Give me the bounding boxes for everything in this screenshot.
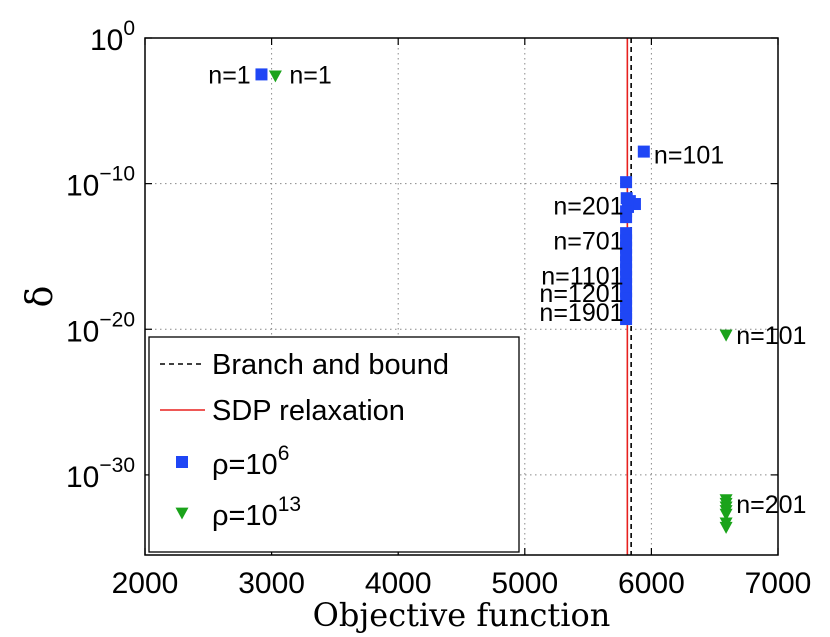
point-annotation: n=1	[289, 61, 331, 89]
y-tick-label: 10−20	[66, 308, 135, 348]
point-annotation: n=201	[553, 192, 623, 220]
x-tick-label: 5000	[491, 567, 558, 600]
point-annotation: n=1101	[541, 262, 623, 290]
y-axis-label: δ	[20, 286, 61, 308]
legend-label: ρ=106	[212, 442, 289, 481]
legend-square-marker	[176, 456, 188, 468]
point-annotation: n=1	[208, 61, 250, 89]
rho-1e13-point	[719, 521, 733, 534]
data-points	[255, 68, 733, 534]
point-annotation: n=1201	[539, 280, 623, 308]
rho-1e6-point	[620, 176, 633, 189]
x-tick-label: 2000	[112, 567, 179, 600]
y-tick-label: 100	[90, 17, 135, 57]
plot-frame	[144, 37, 779, 556]
x-tick-label: 4000	[365, 567, 432, 600]
point-annotation: n=101	[736, 322, 806, 350]
axis-ticks: 2000 3000 4000 5000 6000 7000 100 10−10 10−20 10−…	[66, 17, 811, 600]
legend-label: ρ=1013	[212, 493, 301, 532]
rho-1e13-point	[719, 508, 733, 521]
rho-1e6-point	[620, 211, 633, 224]
rho-1e6-point	[637, 145, 650, 158]
rho-1e6-point	[255, 68, 268, 81]
rho-1e6-point	[620, 313, 633, 326]
point-annotation: n=201	[736, 491, 806, 519]
legend-label: SDP relaxation	[212, 395, 405, 427]
legend-box	[148, 336, 520, 553]
point-annotation: n=101	[654, 142, 724, 170]
x-axis-label: Objective function	[313, 596, 611, 634]
x-tick-label: 3000	[238, 567, 305, 600]
rho-1e13-point	[268, 70, 282, 83]
point-annotation: n=1901	[539, 299, 623, 327]
rho-1e13-point	[719, 329, 733, 342]
legend-triangle-marker	[175, 507, 189, 520]
legend-label: Branch and bound	[212, 349, 449, 381]
point-annotation: n=701	[553, 227, 623, 255]
legend: Branch and bound SDP relaxation ρ=106 ρ=101…	[148, 336, 520, 553]
x-tick-label: 6000	[618, 567, 685, 600]
y-tick-label: 10−10	[66, 163, 135, 203]
y-tick-label: 10−30	[66, 454, 135, 494]
x-tick-label: 7000	[745, 567, 812, 600]
